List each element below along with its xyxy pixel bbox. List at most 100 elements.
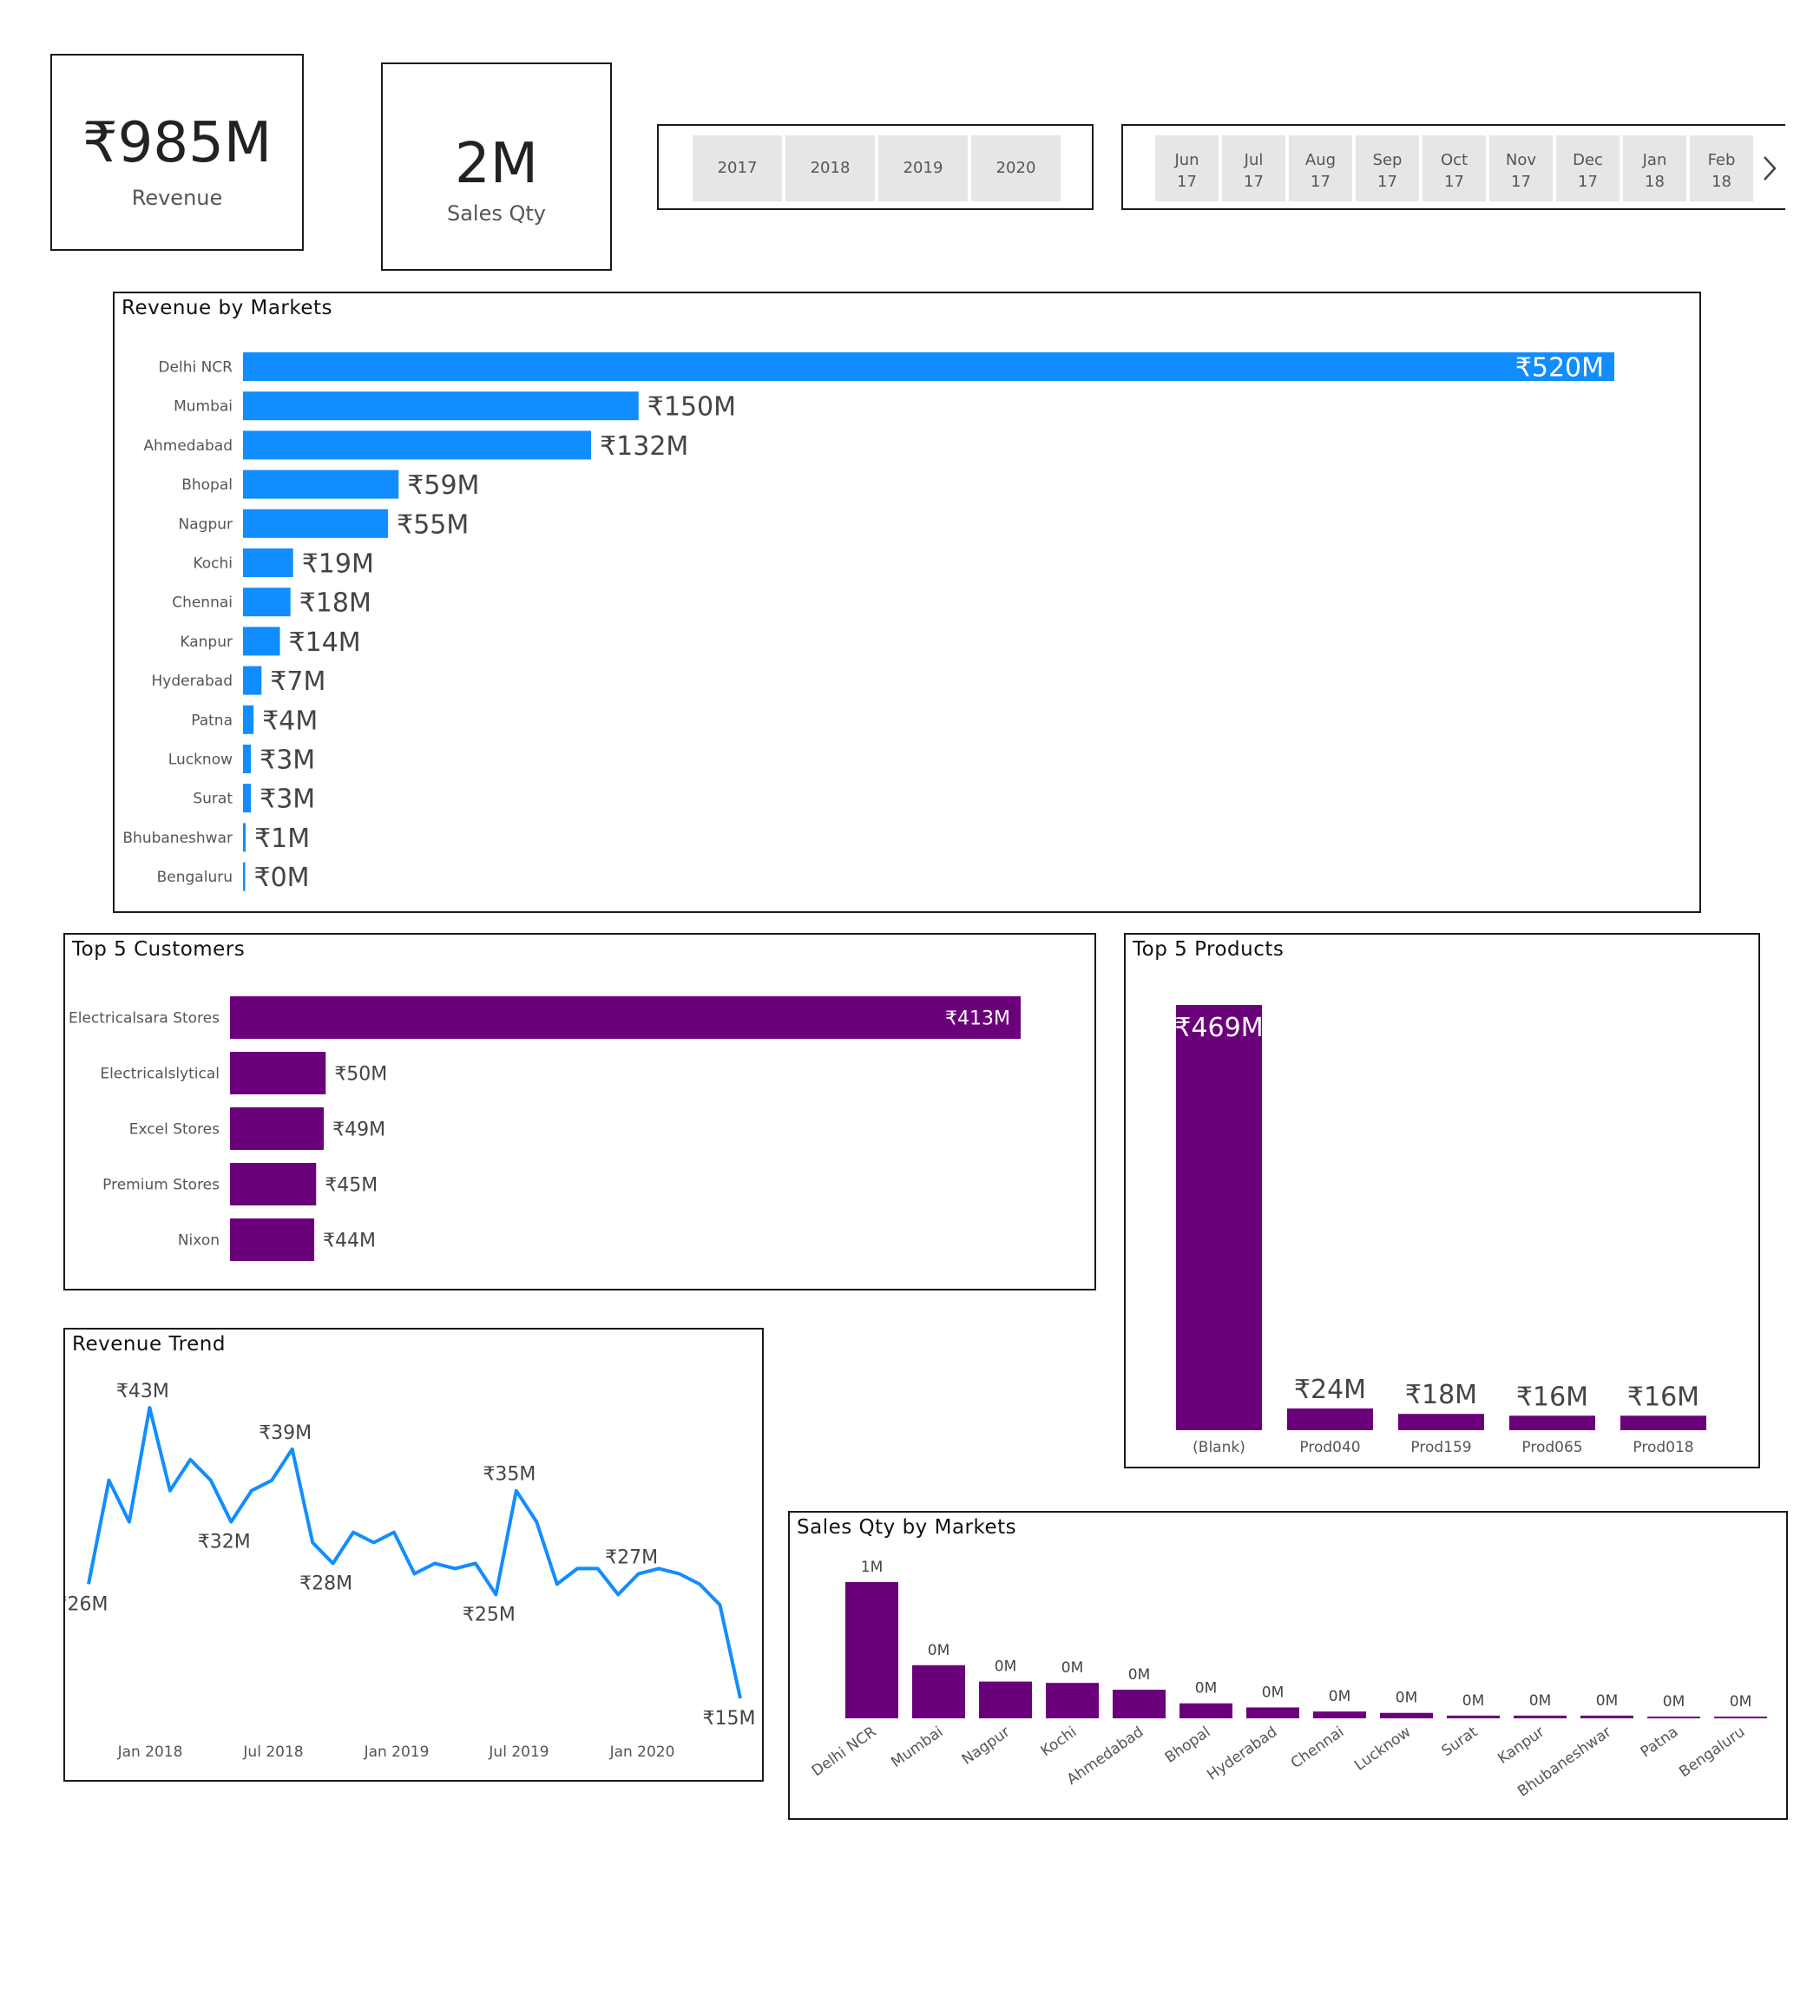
category-label: Lucknow (168, 752, 233, 769)
data-label: ₹15M (703, 1708, 756, 1730)
x-tick-label: Jul 2019 (488, 1743, 549, 1761)
data-label: ₹26M (65, 1593, 108, 1615)
month-slicer: Jun 17 Jul 17 Aug 17 Sep 17 Oct 17 Nov 17 Dec 1… (1121, 124, 1785, 210)
month-tile[interactable]: Oct 17 (1422, 135, 1486, 201)
bar (1398, 1414, 1484, 1430)
data-label: ₹520M (1515, 353, 1604, 384)
category-label: Nixon (178, 1232, 220, 1250)
panel-title: Revenue Trend (72, 1333, 226, 1356)
top5-customers-panel: Top 5 Customers Electricalsara Stores ₹41… (63, 933, 1096, 1290)
month-year: 17 (1377, 173, 1397, 191)
bar (243, 823, 246, 852)
category-label: Delhi NCR (158, 359, 233, 377)
month-name: Jul (1244, 151, 1264, 169)
data-label: 0M (1529, 1692, 1551, 1710)
data-label: 0M (1396, 1690, 1417, 1707)
bar (243, 430, 592, 460)
bar (1620, 1415, 1706, 1430)
category-label: Nagpur (959, 1724, 1014, 1769)
bar (243, 627, 280, 656)
panel-title: Top 5 Products (1133, 938, 1285, 961)
bar (1509, 1415, 1595, 1430)
month-tile[interactable]: Jul 17 (1222, 135, 1285, 201)
data-label: ₹35M (483, 1464, 535, 1486)
data-label: ₹49M (332, 1120, 385, 1141)
data-label: ₹16M (1627, 1382, 1699, 1412)
year-tile[interactable]: 2018 (785, 135, 875, 201)
month-tile[interactable]: Dec 17 (1556, 135, 1620, 201)
sales-qty-kpi-card: 2M Sales Qty (381, 62, 612, 271)
month-tile[interactable]: Jun 17 (1155, 135, 1219, 201)
bar (230, 1052, 326, 1094)
bar (1176, 1005, 1262, 1430)
category-label: Surat (1439, 1724, 1482, 1761)
month-year: 18 (1645, 173, 1665, 191)
year-tile[interactable]: 2020 (971, 135, 1061, 201)
revenue-kpi-card: ₹985M Revenue (50, 54, 304, 251)
data-label: ₹45M (325, 1175, 378, 1197)
data-label: ₹132M (600, 431, 688, 462)
data-label: 0M (1195, 1680, 1217, 1698)
category-label: Kanpur (180, 634, 233, 651)
data-label: ₹55M (397, 509, 469, 540)
panel-title: Revenue by Markets (122, 297, 333, 319)
category-label: Kochi (1038, 1724, 1081, 1761)
category-label: Kochi (193, 555, 233, 573)
revenue-by-markets-panel: Revenue by Markets Delhi NCR ₹520M Mumbai ₹… (113, 292, 1701, 913)
month-tile[interactable]: Nov 17 (1489, 135, 1553, 201)
month-name: Oct (1440, 151, 1468, 169)
x-tick-label: Jan 2018 (117, 1743, 183, 1761)
year-tile[interactable]: 2017 (693, 135, 782, 201)
panel-title: Top 5 Customers (72, 938, 246, 961)
bar (1246, 1707, 1299, 1718)
data-label: ₹413M (945, 1008, 1010, 1030)
revenue-trend-chart: ₹26M ₹43M ₹32M ₹39M ₹28M ₹25M ₹35M ₹27M ₹15M Jan … (65, 1381, 756, 1761)
bar (230, 996, 1021, 1039)
revenue-trend-panel: Revenue Trend ₹26M ₹43M ₹32M ₹39M ₹28M ₹25M ₹3… (63, 1328, 764, 1782)
data-label: ₹3M (260, 785, 315, 815)
bar (979, 1681, 1032, 1718)
category-label: Prod159 (1410, 1439, 1471, 1456)
data-label: ₹32M (198, 1532, 251, 1553)
bar (243, 745, 252, 773)
data-label: 0M (1262, 1684, 1284, 1701)
category-label: (Blank) (1193, 1439, 1245, 1456)
month-year: 17 (1244, 173, 1264, 191)
month-tile[interactable]: Jan 18 (1623, 135, 1686, 201)
data-label: ₹18M (1405, 1380, 1477, 1410)
data-label: ₹28M (299, 1573, 352, 1594)
data-label: 0M (1061, 1659, 1083, 1677)
month-tile[interactable]: Aug 17 (1289, 135, 1352, 201)
category-label: Bengaluru (157, 869, 233, 886)
x-tick-label: Jul 2018 (242, 1743, 303, 1761)
data-label: ₹150M (647, 392, 736, 423)
month-year: 17 (1511, 173, 1531, 191)
month-year: 17 (1444, 173, 1464, 191)
data-label: ₹50M (334, 1064, 387, 1086)
year-tile[interactable]: 2019 (878, 135, 968, 201)
bar (845, 1582, 898, 1718)
category-label: Prod065 (1521, 1439, 1582, 1456)
top5-products-panel: Top 5 Products (Blank) ₹469M Prod040 ₹24M Pr… (1124, 933, 1760, 1468)
month-name: Aug (1304, 151, 1337, 169)
data-label: 1M (861, 1559, 883, 1576)
month-tile[interactable]: Sep 17 (1356, 135, 1419, 201)
bar (243, 352, 1614, 381)
category-label: Premium Stores (102, 1177, 220, 1194)
bar (243, 470, 399, 499)
data-label: ₹59M (407, 470, 479, 501)
bar (912, 1665, 965, 1718)
month-year: 17 (1311, 173, 1331, 191)
category-label: Electricalslytical (100, 1066, 220, 1083)
revenue-by-markets-chart: Delhi NCR ₹520M Mumbai ₹150M Ahmedabad ₹132M B… (122, 352, 1614, 893)
chevron-right-icon[interactable] (1761, 154, 1778, 183)
month-tile[interactable]: Feb 18 (1690, 135, 1753, 201)
bar (1313, 1711, 1366, 1718)
category-label: Delhi NCR (809, 1724, 880, 1781)
bar (243, 588, 291, 617)
category-label: Mumbai (174, 398, 233, 416)
month-name: Sep (1372, 151, 1403, 169)
category-label: Kanpur (1495, 1724, 1547, 1768)
bar (243, 705, 254, 734)
bar (1179, 1703, 1232, 1718)
